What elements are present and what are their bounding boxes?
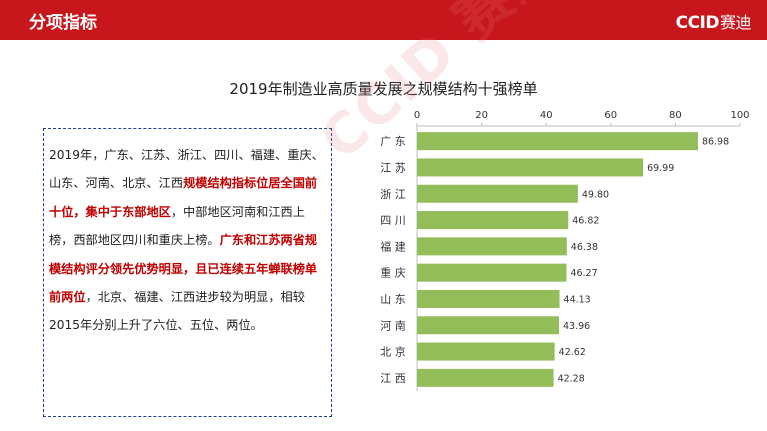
category-label: 重 庆	[380, 266, 406, 280]
x-tick-label: 40	[540, 110, 553, 121]
category-label: 北 京	[380, 345, 406, 359]
x-tick-label: 60	[604, 110, 617, 121]
x-tick-label: 100	[730, 110, 749, 121]
data-label: 44.13	[564, 294, 591, 305]
page-title: 分项指标	[29, 13, 97, 33]
category-label: 江 西	[380, 372, 406, 385]
bar	[417, 316, 559, 335]
data-label: 46.38	[571, 242, 598, 253]
bar	[417, 211, 569, 230]
bar	[417, 184, 578, 203]
x-tick-label: 80	[669, 110, 682, 121]
category-label: 江 苏	[380, 161, 406, 174]
x-tick-label: 0	[414, 110, 420, 121]
bar	[417, 132, 698, 151]
data-label: 86.98	[702, 137, 729, 148]
data-label: 42.62	[559, 347, 586, 358]
data-label: 42.28	[558, 373, 585, 384]
body-text: ，中部地区河南和江西上榜，西部地区四川和重庆上榜。	[49, 204, 305, 248]
bar	[417, 237, 567, 256]
category-label: 四 川	[380, 214, 406, 227]
highlight-text: 广东和江苏两省规模结构评分领先优势明显，且已连续五年蝉联榜单前两位	[49, 233, 318, 305]
logo-main: CCID	[675, 13, 720, 33]
summary-textbox: 2019年，广东、江苏、浙江、四川、福建、重庆、山东、河南、北京、江西规模结构指…	[43, 128, 332, 417]
data-label: 46.27	[570, 268, 597, 279]
data-label: 69.99	[647, 163, 674, 174]
bar	[417, 158, 644, 177]
bar	[417, 368, 554, 387]
bar	[417, 342, 555, 361]
body-text: 2019年，广东、江苏、浙江、四川、福建、重庆、山东、河南、北京、江西	[49, 148, 324, 191]
category-label: 河 南	[380, 319, 406, 332]
body-text: ，北京、福建、江西进步较为明显，相较2015年分别上升了六位、五位、两位。	[49, 290, 305, 333]
data-label: 49.80	[582, 189, 609, 200]
bar	[417, 289, 560, 308]
data-label: 46.82	[572, 216, 599, 227]
logo-sub: 赛迪	[719, 13, 752, 32]
summary-paragraph: 2019年，广东、江苏、浙江、四川、福建、重庆、山东、河南、北京、江西规模结构指…	[49, 141, 326, 340]
highlight-text: 规模结构指标位居全国前十位，集中于东部地区	[49, 176, 318, 219]
chart-title: 2019年制造业高质量发展之规模结构十强榜单	[229, 80, 538, 98]
ccid-logo: CCID赛迪	[675, 9, 752, 33]
category-label: 福 建	[380, 239, 406, 253]
bar	[417, 263, 567, 282]
category-label: 广 东	[380, 135, 406, 148]
category-label: 浙 江	[380, 188, 406, 201]
header-bar: 分项指标 CCID赛迪	[0, 0, 767, 40]
data-label: 43.96	[563, 321, 590, 332]
x-tick-label: 20	[475, 110, 488, 121]
category-label: 山 东	[380, 293, 406, 306]
